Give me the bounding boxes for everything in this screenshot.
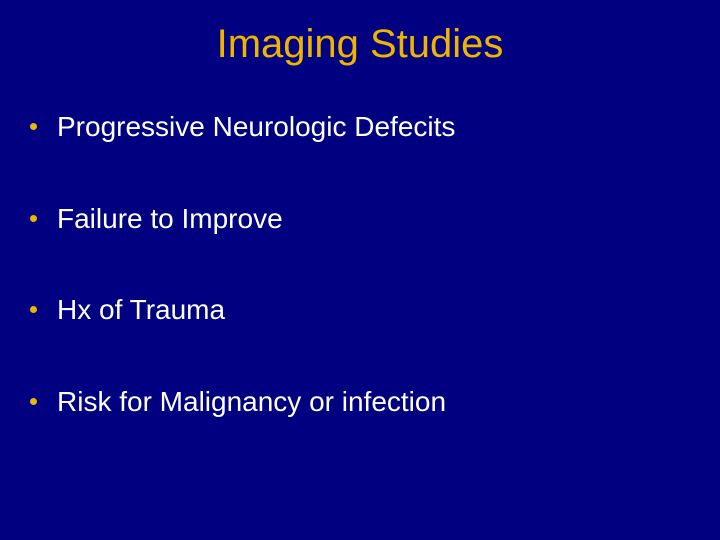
bullet-icon	[30, 123, 37, 130]
list-item: Progressive Neurologic Defecits	[30, 110, 690, 144]
bullet-icon	[30, 215, 37, 222]
bullet-icon	[30, 398, 37, 405]
bullet-text: Failure to Improve	[57, 202, 283, 236]
bullet-text: Progressive Neurologic Defecits	[57, 110, 455, 144]
list-item: Risk for Malignancy or infection	[30, 385, 690, 419]
bullet-list: Progressive Neurologic Defecits Failure …	[30, 110, 690, 476]
bullet-text: Risk for Malignancy or infection	[57, 385, 446, 419]
list-item: Hx of Trauma	[30, 293, 690, 327]
slide-title: Imaging Studies	[0, 22, 720, 67]
bullet-text: Hx of Trauma	[57, 293, 225, 327]
bullet-icon	[30, 306, 37, 313]
list-item: Failure to Improve	[30, 202, 690, 236]
slide: Imaging Studies Progressive Neurologic D…	[0, 0, 720, 540]
